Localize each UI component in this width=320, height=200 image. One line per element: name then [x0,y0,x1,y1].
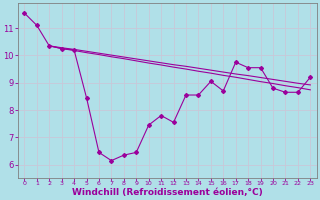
X-axis label: Windchill (Refroidissement éolien,°C): Windchill (Refroidissement éolien,°C) [72,188,263,197]
